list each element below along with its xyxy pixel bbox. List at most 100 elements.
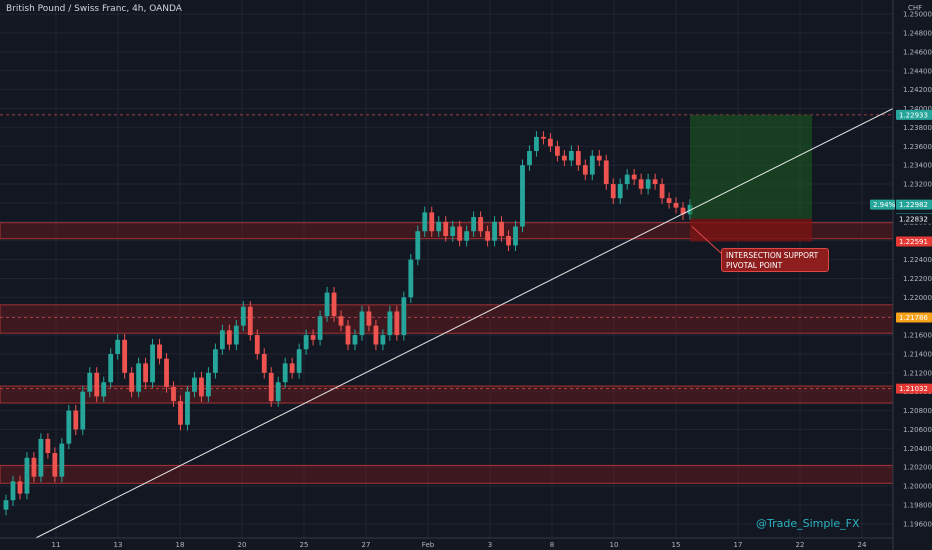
price-tag — [896, 199, 932, 210]
candle-body — [268, 372, 274, 402]
trendline — [35, 108, 894, 539]
candle-body — [206, 372, 211, 397]
x-tick-label: 15 — [672, 541, 681, 549]
candle-body — [52, 453, 58, 477]
y-tick-label: 1.25000 — [903, 11, 932, 19]
candle-body — [589, 155, 595, 175]
candle-body — [659, 184, 665, 199]
y-tick-label: 1.19600 — [903, 520, 932, 528]
y-tick-label: 1.23800 — [903, 124, 932, 132]
x-tick-label: 20 — [238, 541, 247, 549]
candle-body — [212, 349, 218, 373]
y-tick-label: 1.22000 — [903, 294, 932, 302]
annotation-line-1: INTERSECTION SUPPORT — [726, 251, 819, 260]
candle-body — [108, 353, 114, 383]
candle-body — [436, 221, 442, 232]
candle-body — [282, 363, 288, 383]
candle-body — [520, 165, 525, 227]
candle-body — [561, 155, 567, 161]
candle-body — [464, 231, 470, 241]
candle-body — [199, 377, 204, 397]
watermark: @Trade_Simple_FX — [756, 517, 860, 530]
y-tick-label: 1.21600 — [903, 332, 932, 340]
candle-body — [387, 311, 393, 336]
candle-body — [582, 165, 588, 175]
candle-body — [450, 226, 456, 236]
candle-body — [226, 330, 232, 345]
candle-body — [527, 151, 532, 166]
candle-body — [603, 160, 609, 185]
candle-body — [680, 207, 686, 215]
price-tag-label: 1.22591 — [899, 238, 928, 246]
x-tick-label: 3 — [488, 541, 492, 549]
candle-body — [506, 235, 511, 246]
y-tick-label: 1.20600 — [903, 426, 932, 434]
candle-body — [261, 353, 267, 373]
x-tick-label: Feb — [422, 541, 435, 549]
price-tag-label: 1.21032 — [899, 385, 928, 393]
candle-body — [673, 202, 679, 208]
candle-body — [150, 344, 155, 383]
candle-body — [575, 151, 581, 166]
candle-body — [443, 221, 449, 236]
price-tag-label: 1.22982 — [899, 201, 928, 209]
price-tag — [896, 312, 932, 323]
price-tag — [896, 383, 932, 394]
candle-body — [471, 217, 477, 232]
candle-body — [247, 306, 253, 336]
x-tick-label: 11 — [52, 541, 61, 549]
candle-body — [485, 231, 490, 241]
candle-body — [345, 325, 351, 345]
y-tick-label: 1.23400 — [903, 162, 932, 170]
candle-body — [513, 226, 518, 246]
y-tick-label: 1.20800 — [903, 407, 932, 415]
candle-body — [192, 377, 197, 392]
candle-body — [303, 335, 309, 350]
candle-body — [233, 325, 239, 345]
y-tick-label: 1.23200 — [903, 181, 932, 189]
candle-body — [617, 184, 623, 199]
price-tag — [896, 213, 932, 224]
candle-body — [3, 500, 9, 510]
candle-body — [352, 335, 358, 345]
candle-body — [178, 401, 183, 425]
candle-body — [115, 339, 121, 354]
candle-body — [143, 363, 148, 383]
candle-body — [534, 136, 539, 152]
candle-body — [157, 344, 162, 359]
candle-body — [401, 297, 407, 336]
x-tick-label: 22 — [796, 541, 805, 549]
x-tick-label: 18 — [176, 541, 185, 549]
chart-title: British Pound / Swiss Franc, 4h, OANDA — [6, 4, 182, 14]
y-tick-label: 1.20400 — [903, 445, 932, 453]
candle-body — [499, 221, 504, 236]
y-tick-label: 1.24600 — [903, 48, 932, 56]
candle-body — [596, 155, 602, 161]
currency-label: CHF — [908, 4, 922, 12]
candle-body — [548, 138, 553, 147]
candle-body — [541, 136, 546, 139]
annotation-line-2: PIVOTAL POINT — [726, 261, 783, 270]
candle-body — [492, 221, 497, 241]
candle-body — [73, 410, 79, 430]
candle-body — [324, 292, 330, 317]
candle-body — [422, 212, 428, 232]
y-tick-label: 1.21200 — [903, 369, 932, 377]
y-tick-label: 1.24400 — [903, 67, 932, 75]
resistance-zone — [0, 304, 894, 334]
candle-body — [80, 391, 86, 430]
annotation-note: INTERSECTION SUPPORT PIVOTAL POINT — [721, 248, 829, 272]
lower-zone — [0, 464, 894, 484]
candle-body — [457, 226, 463, 241]
candle-body — [394, 311, 400, 336]
candle-body — [359, 311, 365, 336]
y-tick-label: 1.24000 — [903, 105, 932, 113]
y-tick-label: 1.21400 — [903, 350, 932, 358]
y-tick-label: 1.24200 — [903, 86, 932, 94]
x-tick-label: 8 — [550, 541, 554, 549]
candle-body — [275, 382, 281, 402]
x-tick-label: 10 — [610, 541, 619, 549]
candle-body — [554, 146, 560, 156]
candle-body — [624, 174, 630, 185]
